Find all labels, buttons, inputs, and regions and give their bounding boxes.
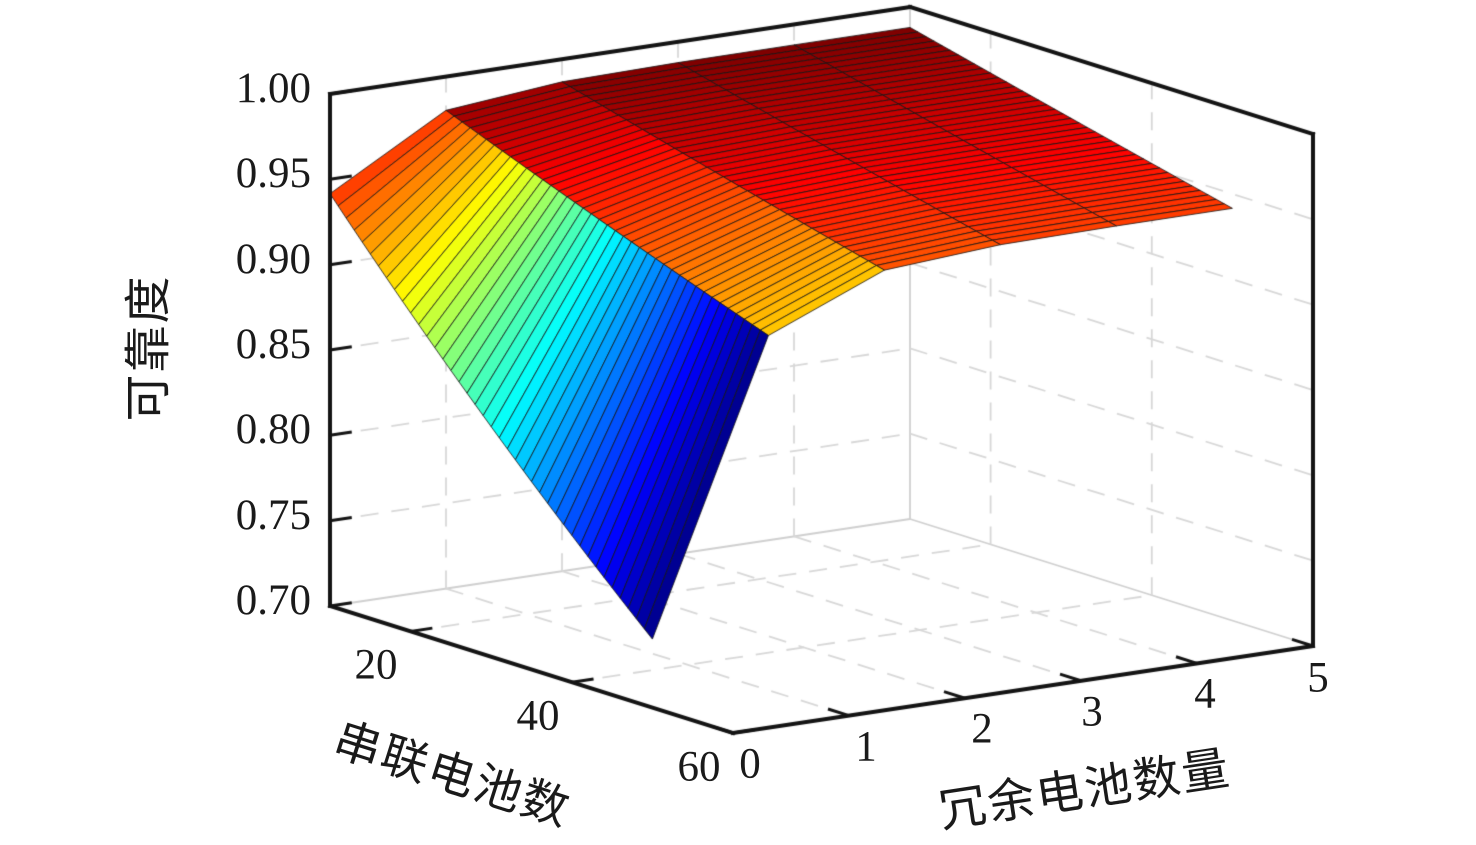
- z-tick-label: 0.70: [235, 577, 311, 624]
- z-axis-label: 可靠度: [123, 274, 176, 422]
- z-tick-label: 0.95: [235, 150, 311, 197]
- y-tick-label: 3: [1081, 688, 1103, 736]
- y-tick-label: 2: [971, 705, 993, 753]
- y-tick-label: 1: [855, 723, 877, 771]
- z-tick-label: 0.80: [235, 406, 311, 453]
- z-tick-label: 0.75: [235, 492, 311, 539]
- z-tick-label: 1.00: [235, 65, 311, 112]
- x-tick-label: 20: [354, 641, 398, 689]
- y-tick-label: 4: [1194, 670, 1216, 718]
- z-tick-label: 0.90: [235, 236, 311, 283]
- x-tick-label: 60: [677, 743, 721, 791]
- z-tick-label: 0.85: [235, 321, 311, 368]
- y-tick-label: 5: [1307, 654, 1329, 702]
- x-tick-label: 40: [516, 692, 560, 740]
- y-tick-label: 0: [739, 740, 761, 788]
